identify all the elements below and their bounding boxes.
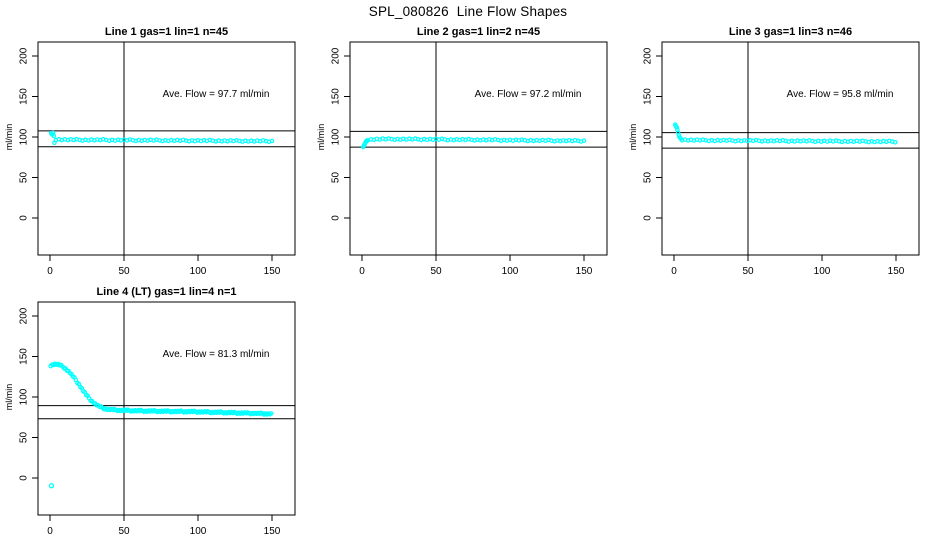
- x-tick-label: 0: [671, 266, 677, 277]
- panel-line-4: Line 4 (LT) gas=1 lin=4 n=1 Ave. Flow = …: [0, 284, 312, 540]
- y-tick-label: 150: [19, 348, 30, 365]
- panel-line-3-title: Line 3 gas=1 lin=3 n=46: [728, 26, 853, 38]
- y-tick-label: 50: [19, 432, 30, 444]
- y-axis-label: ml/min: [4, 384, 14, 411]
- y-tick-label: 200: [643, 47, 654, 64]
- y-axis-label: ml/min: [316, 124, 326, 151]
- panel-line-1-plot: 0 50 100 150 200 0 50 100 150 ml/min: [4, 41, 296, 277]
- x-tick-label: 100: [190, 266, 207, 277]
- data-point: [674, 125, 680, 130]
- y-tick-label: 50: [19, 172, 30, 184]
- panel-line-3: Line 3 gas=1 lin=3 n=46 Ave. Flow = 95.8…: [624, 24, 936, 280]
- x-tick-label: 50: [118, 526, 130, 537]
- y-tick-label: 200: [331, 47, 342, 64]
- plot-box: [37, 301, 296, 516]
- outlier-point: [48, 483, 55, 489]
- x-tick-label: 100: [502, 266, 519, 277]
- plot-box: [661, 41, 920, 256]
- y-axis-label: ml/min: [628, 124, 638, 151]
- y-tick-label: 150: [643, 88, 654, 105]
- y-tick-label: 100: [331, 128, 342, 145]
- x-tick-label: 0: [47, 266, 53, 277]
- x-tick-label: 0: [47, 526, 53, 537]
- panel-line-1: Line 1 gas=1 lin=1 n=45 Ave. Flow = 97.7…: [0, 24, 312, 280]
- data-points: [48, 130, 275, 146]
- data-point: [581, 138, 587, 144]
- x-tick-label: 50: [118, 266, 130, 277]
- y-axis-label: ml/min: [4, 124, 14, 151]
- panel-line-3-plot: 0 50 100 150 200 0 50 100 150 ml/min: [628, 41, 920, 277]
- y-tick-label: 200: [19, 307, 30, 324]
- y-tick-label: 150: [331, 88, 342, 105]
- x-tick-label: 50: [742, 266, 754, 277]
- panel-line-2-plot: 0 50 100 150 200 0 50 100 150 ml/min: [316, 41, 608, 277]
- data-point: [892, 140, 898, 145]
- panel-line-1-ave-flow-annotation: Ave. Flow = 97.7 ml/min: [162, 89, 270, 100]
- x-tick-label: 50: [430, 266, 442, 277]
- panel-line-2: Line 2 gas=1 lin=2 n=45 Ave. Flow = 97.2…: [312, 24, 624, 280]
- y-tick-label: 0: [19, 475, 30, 481]
- y-tick-label: 0: [19, 215, 30, 221]
- plot-box: [349, 41, 608, 256]
- y-tick-label: 200: [19, 47, 30, 64]
- y-tick-label: 100: [19, 128, 30, 145]
- y-tick-label: 0: [331, 215, 342, 221]
- panel-line-3-ave-flow-annotation: Ave. Flow = 95.8 ml/min: [786, 89, 894, 100]
- y-tick-label: 100: [19, 388, 30, 405]
- panel-line-4-ave-flow-annotation: Ave. Flow = 81.3 ml/min: [162, 349, 270, 360]
- panel-line-2-ave-flow-annotation: Ave. Flow = 97.2 ml/min: [474, 89, 582, 100]
- data-points: [48, 361, 274, 489]
- y-tick-label: 50: [643, 172, 654, 184]
- data-point: [269, 138, 275, 144]
- x-tick-label: 150: [264, 526, 281, 537]
- y-tick-label: 0: [643, 215, 654, 221]
- data-points: [360, 136, 587, 150]
- x-tick-label: 100: [190, 526, 207, 537]
- panel-line-4-title: Line 4 (LT) gas=1 lin=4 n=1: [96, 286, 237, 298]
- figure-title: SPL_080826 Line Flow Shapes: [368, 4, 568, 19]
- y-tick-label: 100: [643, 128, 654, 145]
- x-tick-label: 0: [359, 266, 365, 277]
- data-points: [672, 122, 898, 145]
- panel-line-2-title: Line 2 gas=1 lin=2 n=45: [416, 26, 541, 38]
- x-tick-label: 150: [576, 266, 593, 277]
- panel-line-4-plot: 0 50 100 150 200 0 50 100 150 ml/min: [4, 301, 296, 537]
- x-tick-label: 100: [814, 266, 831, 277]
- x-tick-label: 150: [888, 266, 905, 277]
- data-point: [51, 133, 57, 139]
- y-tick-label: 50: [331, 172, 342, 184]
- y-tick-label: 150: [19, 88, 30, 105]
- data-point: [268, 411, 274, 416]
- plot-box: [37, 41, 296, 256]
- panel-line-1-title: Line 1 gas=1 lin=1 n=45: [104, 26, 229, 38]
- x-tick-label: 150: [264, 266, 281, 277]
